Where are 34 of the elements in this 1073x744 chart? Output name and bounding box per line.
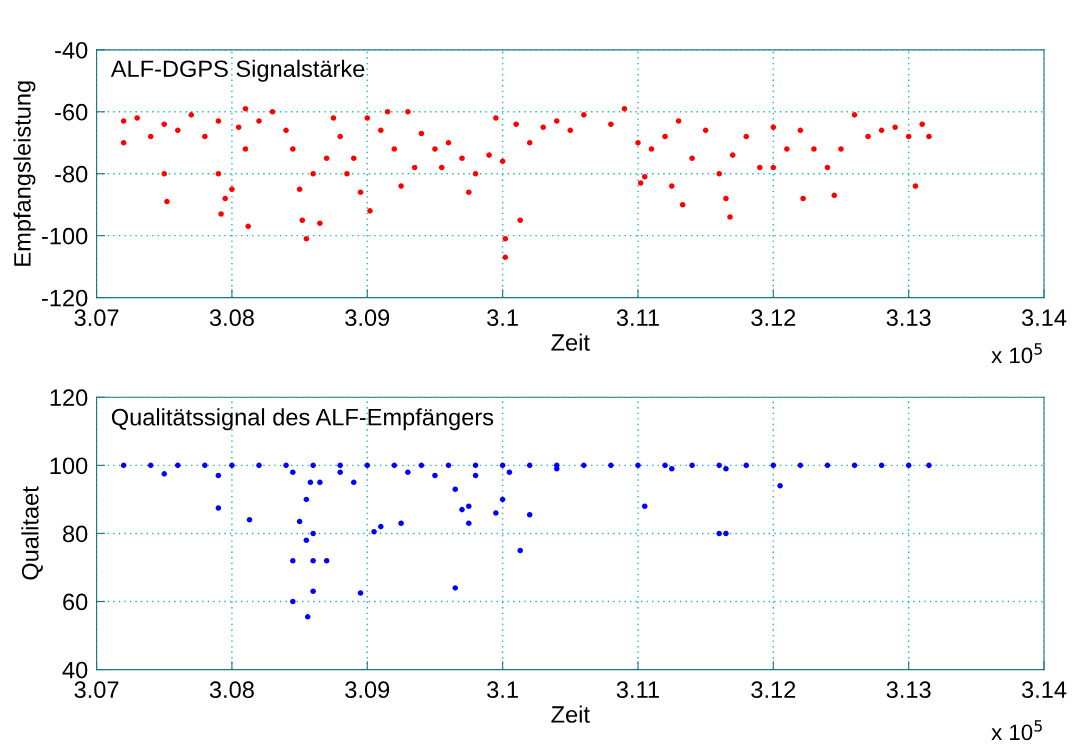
text: x 10$^{5}$ bbox=[991, 343, 1042, 364]
x-tick-label: 3.1 bbox=[487, 681, 518, 699]
y-tick-label: -60 bbox=[55, 103, 88, 121]
y-tick-label: 120 bbox=[50, 389, 88, 407]
x-tick-label: 3.08 bbox=[209, 309, 254, 327]
x-tick-label: 3.14 bbox=[1021, 681, 1067, 699]
x-axis-title: Zeit bbox=[551, 705, 590, 723]
x-tick-label: 3.12 bbox=[751, 309, 796, 327]
x-tick-label: 3.13 bbox=[886, 681, 931, 699]
x-tick-label: 3.1 bbox=[487, 309, 518, 327]
y-tick-label: -100 bbox=[42, 227, 88, 245]
x-tick-label: 3.14 bbox=[1021, 309, 1067, 327]
x-tick-label: 3.07 bbox=[74, 309, 119, 327]
y-tick-label: 40 bbox=[62, 661, 88, 679]
x-tick-label: 3.07 bbox=[74, 681, 119, 699]
y-tick-label: -120 bbox=[42, 289, 88, 307]
x-tick-label: 3.08 bbox=[209, 681, 254, 699]
y-tick-label: -80 bbox=[55, 165, 88, 183]
x-tick-label: 3.11 bbox=[616, 681, 659, 699]
y-tick-label: 60 bbox=[63, 593, 88, 611]
x-tick-label: 3.09 bbox=[345, 309, 390, 327]
y-tick-label: 80 bbox=[63, 525, 88, 543]
x-tick-label: 3.09 bbox=[345, 681, 390, 699]
y-axis-title: Qualitaet bbox=[21, 486, 43, 580]
text: x 10$^{5}$ bbox=[991, 720, 1042, 741]
y-axis-title: Empfangsleistung bbox=[13, 81, 36, 266]
chart-title: ALF-DGPS Signalstärke bbox=[110, 59, 365, 82]
x-axis-title: Zeit bbox=[551, 333, 590, 351]
x-tick-label: 3.11 bbox=[616, 309, 659, 327]
y-tick-label: 100 bbox=[50, 457, 88, 475]
chart-title: Qualitätssignal des ALF-Empfängers bbox=[111, 408, 494, 431]
x-tick-label: 3.13 bbox=[886, 309, 931, 327]
y-tick-label: -40 bbox=[55, 41, 88, 59]
x-tick-label: 3.12 bbox=[751, 681, 796, 699]
